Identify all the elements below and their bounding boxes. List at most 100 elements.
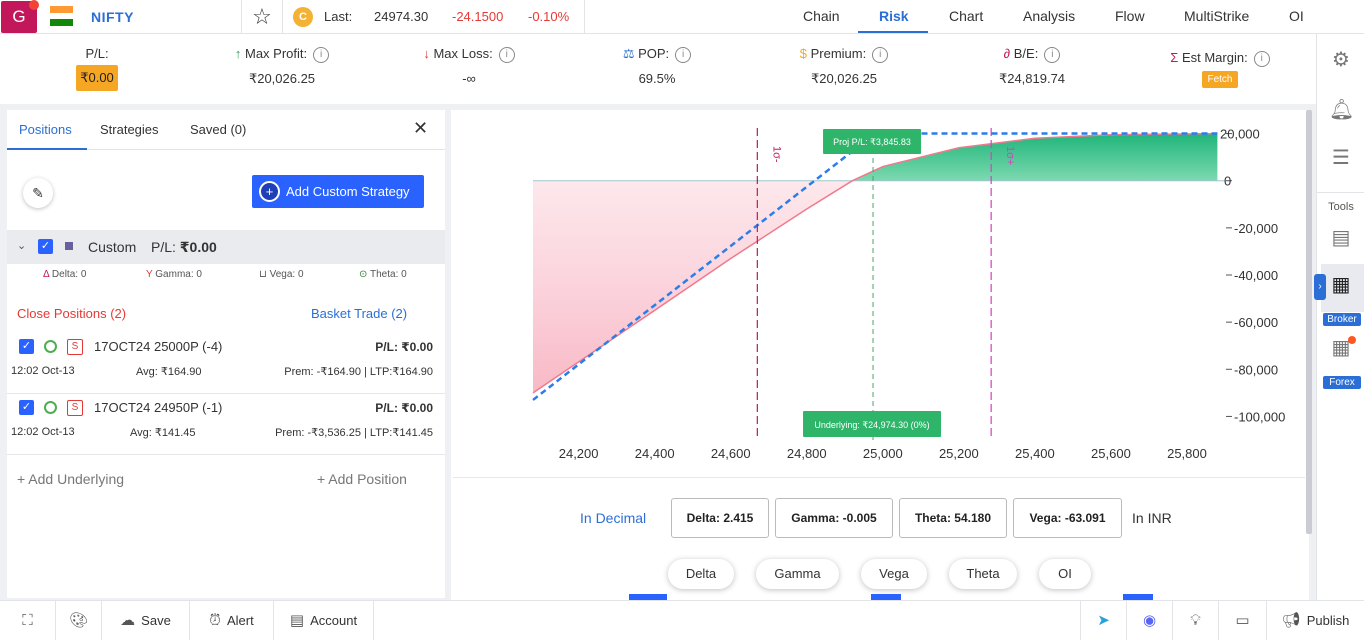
broker-highlight bbox=[1321, 264, 1364, 312]
position-row[interactable]: ✓ S 17OCT24 25000P (-4) P/L: ₹0.00 bbox=[7, 336, 445, 358]
tab-chain[interactable]: Chain bbox=[803, 8, 840, 24]
fetch-margin-button[interactable]: Fetch bbox=[1202, 70, 1238, 88]
strategy-name: Custom bbox=[88, 239, 137, 255]
position-pl: P/L: ₹0.00 bbox=[375, 340, 433, 354]
positions-panel: Positions Strategies Saved (0) ✕ ✎ + Add… bbox=[7, 110, 445, 598]
position-name: 17OCT24 25000P (-4) bbox=[94, 339, 223, 354]
sell-badge: S bbox=[67, 400, 83, 416]
tab-chart[interactable]: Chart bbox=[949, 8, 984, 24]
position-time: 12:02 Oct-13 bbox=[11, 365, 75, 377]
info-icon[interactable]: i bbox=[1253, 50, 1270, 67]
position-checkbox[interactable]: ✓ bbox=[19, 400, 34, 415]
panel-tabs: Positions Strategies Saved (0) ✕ bbox=[7, 110, 445, 150]
tab-risk[interactable]: Risk bbox=[879, 8, 909, 24]
add-custom-strategy-button[interactable]: + Add Custom Strategy bbox=[252, 175, 424, 208]
alert-button[interactable]: ⏰︎ Alert bbox=[190, 601, 274, 640]
in-inr-toggle[interactable]: In INR bbox=[1132, 510, 1172, 526]
india-flag-icon bbox=[50, 6, 73, 26]
add-underlying-button[interactable]: + Add Underlying bbox=[17, 471, 125, 487]
arrow-down-icon: ↓ bbox=[423, 46, 430, 61]
divider bbox=[7, 393, 445, 394]
forex-button[interactable]: Forex bbox=[1323, 376, 1361, 389]
tab-flow[interactable]: Flow bbox=[1115, 8, 1145, 24]
top-bar: G NIFTY ☆ C Last: 24974.30 -24.1500 -0.1… bbox=[0, 0, 1364, 34]
telegram-icon[interactable]: ➤ bbox=[1080, 601, 1126, 640]
underlying-label-bg bbox=[803, 411, 942, 437]
price-change: -24.1500 bbox=[452, 9, 504, 24]
publish-button[interactable]: 📢︎ Publish bbox=[1266, 601, 1364, 640]
tab-multistrike[interactable]: MultiStrike bbox=[1184, 8, 1250, 24]
payoff-chart[interactable]: 1σ- 1σ+ Proj P/L: ₹3,845.83 Underlying: ₹24… bbox=[451, 110, 1309, 478]
edit-icon[interactable]: ✎ bbox=[23, 178, 53, 208]
gear-icon[interactable]: ⚙ bbox=[1332, 49, 1350, 71]
grid-icon[interactable]: ▦ bbox=[1331, 274, 1351, 296]
document-icon: ▤ bbox=[289, 612, 305, 629]
info-icon[interactable]: i bbox=[498, 46, 515, 63]
position-premium: Prem: -₹164.90 | LTP:₹164.90 bbox=[284, 366, 433, 378]
partial-icon: ∂ bbox=[1003, 46, 1011, 61]
scrollbar[interactable] bbox=[1306, 110, 1312, 534]
right-rail: ⚙ 🔔︎ ☰ Tools ▤ › ▦ Broker ▦ Forex bbox=[1314, 34, 1364, 600]
chevron-down-icon[interactable]: ⌄ bbox=[17, 240, 27, 252]
info-icon[interactable]: i bbox=[872, 46, 889, 63]
palette-icon[interactable]: 🎨︎ bbox=[56, 601, 102, 640]
tab-strategies[interactable]: Strategies bbox=[100, 122, 159, 137]
oi-chart-button[interactable]: OI bbox=[1039, 559, 1091, 589]
in-decimal-toggle[interactable]: In Decimal bbox=[580, 510, 647, 526]
vega-box: Vega: -63.091 bbox=[1013, 498, 1122, 538]
basket-trade-link[interactable]: Basket Trade (2) bbox=[311, 306, 408, 321]
account-button[interactable]: ▤ Account bbox=[274, 601, 374, 640]
sell-badge: S bbox=[67, 339, 83, 355]
lightbulb-icon[interactable]: 💡︎ bbox=[1172, 601, 1218, 640]
divider bbox=[453, 477, 1305, 478]
info-icon[interactable]: i bbox=[1044, 46, 1061, 63]
bell-icon[interactable]: 🔔︎ bbox=[1329, 99, 1355, 121]
delta-box: Delta: 2.415 bbox=[671, 498, 769, 538]
custom-strategy-row[interactable]: ⌄ ✓ Custom P/L: ₹0.00 bbox=[7, 230, 445, 264]
discord-icon[interactable]: ◉ bbox=[1126, 601, 1172, 640]
fullscreen-icon[interactable]: ⛶ bbox=[0, 601, 56, 640]
symbol-name[interactable]: NIFTY bbox=[91, 9, 134, 25]
position-name: 17OCT24 24950P (-1) bbox=[94, 400, 223, 415]
server-icon[interactable]: ▤ bbox=[1331, 227, 1351, 249]
proj-pl-label-bg bbox=[823, 129, 922, 154]
position-checkbox[interactable]: ✓ bbox=[19, 339, 34, 354]
x-tick-label: 24,200 bbox=[559, 446, 599, 461]
price-change-pct: -0.10% bbox=[528, 9, 570, 24]
vega-chart-button[interactable]: Vega bbox=[861, 559, 927, 589]
max-profit-summary: ↑ Max Profit: i ₹20,026.25 bbox=[222, 46, 342, 87]
theta-chart-button[interactable]: Theta bbox=[949, 559, 1017, 589]
margin-summary: Σ Est Margin: i Fetch bbox=[1160, 50, 1280, 88]
strategy-checkbox[interactable]: ✓ bbox=[38, 239, 53, 254]
tab-oi[interactable]: OI bbox=[1289, 8, 1304, 24]
pop-summary: ⚖ POP: i 69.5% bbox=[616, 46, 698, 86]
video-icon[interactable]: ▭ bbox=[1218, 601, 1266, 640]
delta-chart-button[interactable]: Delta bbox=[668, 559, 734, 589]
info-icon[interactable]: i bbox=[675, 46, 692, 63]
gamma-chart-button[interactable]: Gamma bbox=[756, 559, 839, 589]
favorite-star-icon[interactable]: ☆ bbox=[241, 0, 283, 34]
divider bbox=[584, 0, 585, 34]
position-avg: Avg: ₹164.90 bbox=[136, 366, 202, 378]
rail-expand-handle[interactable]: › bbox=[1314, 274, 1326, 300]
save-button[interactable]: ☁ Save bbox=[102, 601, 190, 640]
close-positions-link[interactable]: Close Positions (2) bbox=[17, 306, 127, 321]
broker-button[interactable]: Broker bbox=[1323, 313, 1361, 326]
close-icon[interactable]: ✕ bbox=[413, 118, 429, 138]
info-icon[interactable]: i bbox=[313, 46, 330, 63]
summary-bar: P/L: ₹0.00 ↑ Max Profit: i ₹20,026.25 ↓ M… bbox=[0, 34, 1316, 104]
add-position-button[interactable]: + Add Position bbox=[317, 471, 407, 487]
tab-saved[interactable]: Saved (0) bbox=[190, 122, 247, 137]
list-icon[interactable]: ☰ bbox=[1332, 147, 1350, 169]
status-ring-icon bbox=[44, 401, 57, 414]
position-row[interactable]: ✓ S 17OCT24 24950P (-1) P/L: ₹0.00 bbox=[7, 397, 445, 419]
gamma-icon: Υ bbox=[146, 269, 153, 280]
app-logo[interactable]: G bbox=[1, 0, 39, 33]
position-premium: Prem: -₹3,536.25 | LTP:₹141.45 bbox=[275, 427, 433, 439]
x-tick-label: 25,600 bbox=[1091, 446, 1131, 461]
calendar-icon[interactable]: ▦ bbox=[1331, 337, 1351, 359]
gamma-value: Υ Gamma: 0 bbox=[146, 269, 202, 280]
theta-value: ⊙ Theta: 0 bbox=[359, 269, 407, 280]
tab-positions[interactable]: Positions bbox=[19, 122, 72, 137]
tab-analysis[interactable]: Analysis bbox=[1023, 8, 1076, 24]
